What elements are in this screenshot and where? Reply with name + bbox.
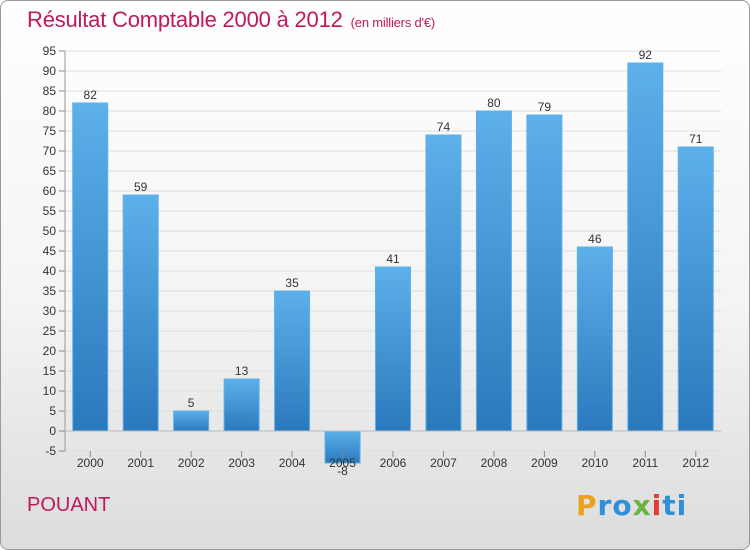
bar bbox=[475, 110, 512, 432]
y-tick-label: 65 bbox=[43, 164, 57, 178]
y-tick-label: 50 bbox=[43, 224, 57, 238]
y-tick-label: 20 bbox=[43, 344, 57, 358]
y-tick-label: 35 bbox=[43, 284, 57, 298]
bar bbox=[173, 410, 210, 432]
y-tick-label: 70 bbox=[43, 144, 57, 158]
bar bbox=[677, 146, 714, 432]
x-tick-label: 2003 bbox=[228, 456, 255, 470]
x-tick-label: 2009 bbox=[531, 456, 558, 470]
bar bbox=[274, 290, 311, 432]
chart-title: Résultat Comptable 2000 à 2012 (en millie… bbox=[27, 7, 435, 33]
x-tick-label: 2004 bbox=[279, 456, 306, 470]
bar bbox=[425, 134, 462, 432]
y-tick-label: 75 bbox=[43, 124, 57, 138]
bar bbox=[122, 194, 159, 432]
data-label: 13 bbox=[235, 364, 249, 378]
logo-letter: i bbox=[676, 489, 688, 522]
x-tick-label: 2008 bbox=[481, 456, 508, 470]
data-label: 79 bbox=[538, 100, 552, 114]
y-tick-label: 55 bbox=[43, 204, 57, 218]
commune-name: POUANT bbox=[27, 494, 111, 516]
x-tick-label: 2010 bbox=[581, 456, 608, 470]
y-tick-label: 0 bbox=[49, 424, 56, 438]
logo-letter: o bbox=[612, 489, 633, 522]
data-label: 46 bbox=[588, 232, 602, 246]
y-tick-label: 30 bbox=[43, 304, 57, 318]
bar bbox=[223, 378, 260, 432]
logo-letter: P bbox=[576, 489, 598, 522]
x-tick-label: 2006 bbox=[380, 456, 407, 470]
y-tick-label: 5 bbox=[49, 404, 56, 418]
y-tick-label: 25 bbox=[43, 324, 57, 338]
logo-letter: r bbox=[597, 489, 613, 522]
chart-subtitle: (en milliers d'€) bbox=[350, 15, 436, 30]
data-label: 92 bbox=[639, 48, 653, 62]
y-tick-label: 15 bbox=[43, 364, 57, 378]
x-tick-label: 2000 bbox=[77, 456, 104, 470]
data-label: 80 bbox=[487, 96, 501, 110]
proxiti-logo: Proxiti bbox=[576, 489, 687, 522]
x-tick-label: 2001 bbox=[127, 456, 154, 470]
y-tick-label: 45 bbox=[43, 244, 57, 258]
bar bbox=[526, 114, 563, 432]
y-tick-label: 10 bbox=[43, 384, 57, 398]
data-label: 71 bbox=[689, 132, 703, 146]
data-label: 41 bbox=[386, 252, 400, 266]
y-tick-label: 40 bbox=[43, 264, 57, 278]
y-tick-label: 80 bbox=[43, 104, 57, 118]
bar bbox=[576, 246, 613, 432]
x-tick-label: 2012 bbox=[682, 456, 709, 470]
x-tick-label: 2005 bbox=[329, 456, 356, 470]
bar bbox=[72, 102, 109, 432]
data-label: -8 bbox=[337, 464, 348, 478]
data-label: 59 bbox=[134, 180, 148, 194]
chart-title-text: Résultat Comptable 2000 à 2012 bbox=[27, 7, 343, 32]
data-label: 74 bbox=[437, 120, 451, 134]
y-tick-label: -5 bbox=[45, 444, 56, 458]
y-tick-label: 90 bbox=[43, 64, 57, 78]
bar bbox=[375, 266, 411, 432]
logo-letter: x bbox=[632, 489, 652, 522]
bar bbox=[627, 62, 664, 432]
y-tick-label: 60 bbox=[43, 184, 57, 198]
data-label: 5 bbox=[188, 396, 195, 410]
x-tick-label: 2011 bbox=[632, 456, 658, 470]
logo-letter: i bbox=[651, 489, 663, 522]
bar bbox=[324, 430, 361, 464]
data-label: 35 bbox=[285, 276, 299, 290]
data-label: 82 bbox=[84, 88, 98, 102]
x-tick-label: 2007 bbox=[430, 456, 457, 470]
x-tick-label: 2002 bbox=[178, 456, 205, 470]
y-tick-label: 95 bbox=[43, 44, 57, 58]
y-tick-label: 85 bbox=[43, 84, 57, 98]
logo-letter: t bbox=[662, 489, 677, 522]
